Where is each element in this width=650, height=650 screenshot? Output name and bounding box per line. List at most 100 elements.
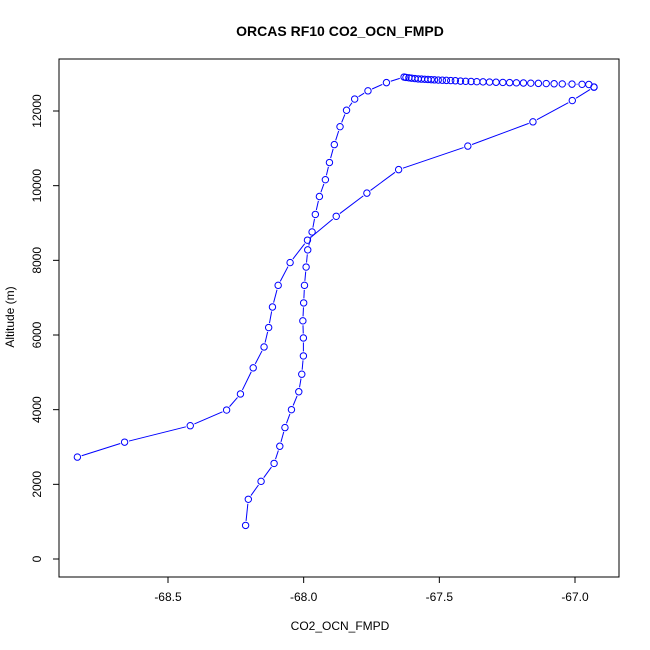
- data-point: [447, 76, 455, 85]
- data-point: [479, 78, 487, 86]
- series-line-segment: [194, 411, 223, 425]
- data-point: [464, 142, 472, 150]
- series-line-segment: [254, 350, 263, 365]
- data-point: [451, 77, 460, 85]
- series-line-segment: [315, 200, 319, 211]
- series-line-segment: [250, 484, 259, 496]
- series-line-segment: [370, 171, 396, 191]
- data-point: [438, 76, 447, 84]
- data-point: [456, 77, 465, 85]
- series-line-segment: [330, 148, 334, 159]
- data-point: [427, 75, 435, 84]
- y-tick-label: 6000: [30, 321, 44, 348]
- series-line-segment: [241, 371, 252, 391]
- y-tick-label: 2000: [30, 471, 44, 498]
- data-point: [268, 303, 277, 311]
- data-point: [299, 299, 308, 307]
- data-point: [485, 78, 494, 86]
- data-point: [325, 158, 334, 167]
- data-point: [505, 78, 514, 87]
- x-axis-label: CO2_OCN_FMPD: [291, 619, 390, 633]
- series-line-segment: [280, 431, 285, 443]
- data-point: [330, 140, 339, 149]
- data-point: [364, 87, 372, 95]
- data-point: [590, 83, 598, 91]
- series-2: [73, 83, 598, 461]
- data-point: [402, 73, 410, 82]
- data-point: [442, 76, 451, 85]
- y-tick-label: 4000: [30, 396, 44, 423]
- series-line-segment: [536, 102, 569, 121]
- series-line-segment: [371, 83, 383, 90]
- x-tick-label: -68.5: [154, 590, 182, 604]
- y-tick-label: 8000: [30, 247, 44, 274]
- plot-area: [58, 58, 620, 578]
- data-point: [578, 80, 586, 89]
- data-point: [276, 442, 284, 450]
- data-point: [300, 281, 309, 290]
- data-point: [241, 521, 250, 530]
- data-point: [281, 423, 289, 432]
- y-axis-label: Altitude (m): [3, 286, 17, 347]
- data-point: [286, 258, 294, 267]
- x-tick-label: -67.0: [561, 590, 589, 604]
- y-axis: 0 2000 4000 6000 8000 10000 12000: [30, 94, 59, 562]
- data-point: [499, 78, 507, 87]
- data-point: [550, 80, 558, 88]
- data-point: [461, 77, 470, 86]
- x-axis: -68.5 -68.0 -67.5 -67.0: [154, 577, 589, 604]
- data-point: [298, 370, 306, 378]
- series-line-segment: [268, 311, 273, 324]
- data-point: [295, 388, 303, 396]
- data-point: [512, 79, 521, 87]
- data-point: [332, 212, 340, 220]
- data-point: [304, 246, 312, 254]
- data-point: [430, 76, 439, 84]
- series-line-segment: [471, 122, 529, 145]
- data-point: [542, 79, 550, 88]
- data-point: [527, 79, 535, 87]
- data-point: [558, 80, 566, 88]
- data-point: [73, 453, 82, 461]
- series-line-segment: [279, 266, 289, 282]
- y-tick-label: 12000: [30, 94, 44, 128]
- data-point: [382, 78, 391, 87]
- x-tick-label: -67.5: [426, 590, 454, 604]
- data-point: [342, 106, 351, 114]
- data-point: [568, 80, 576, 88]
- data-point: [467, 77, 475, 86]
- data-point: [336, 122, 344, 131]
- data-point: [186, 422, 194, 430]
- data-point: [303, 236, 312, 244]
- series-line-segment: [335, 130, 340, 141]
- data-point: [492, 78, 500, 86]
- data-point: [299, 317, 307, 325]
- series-line-segment: [310, 218, 334, 238]
- series-line-segment: [286, 413, 291, 424]
- series-line-segment: [264, 331, 269, 343]
- series-line-segment: [273, 289, 278, 303]
- chart-title: ORCAS RF10 CO2_OCN_FMPD: [236, 23, 444, 39]
- series-line-segment: [341, 114, 346, 123]
- data-point: [236, 390, 245, 398]
- series-line-segment: [128, 426, 187, 442]
- series-line-segment: [320, 183, 325, 193]
- data-point: [568, 96, 576, 105]
- data-point: [302, 263, 310, 271]
- series-line-segment: [358, 92, 365, 98]
- series-line-segment: [292, 395, 298, 406]
- plot-frame: [58, 58, 620, 578]
- y-tick-label: 0: [30, 555, 44, 562]
- data-point: [249, 364, 257, 372]
- data-point: [222, 406, 231, 414]
- series-line-segment: [263, 466, 272, 479]
- series-line-segment: [299, 378, 302, 388]
- data-point: [434, 76, 442, 84]
- data-point: [350, 95, 359, 103]
- series-layer: [73, 73, 598, 530]
- series-line-segment: [325, 166, 329, 176]
- series-line-segment: [301, 360, 304, 370]
- series-line-segment: [390, 77, 400, 82]
- series-line-segment: [229, 397, 238, 407]
